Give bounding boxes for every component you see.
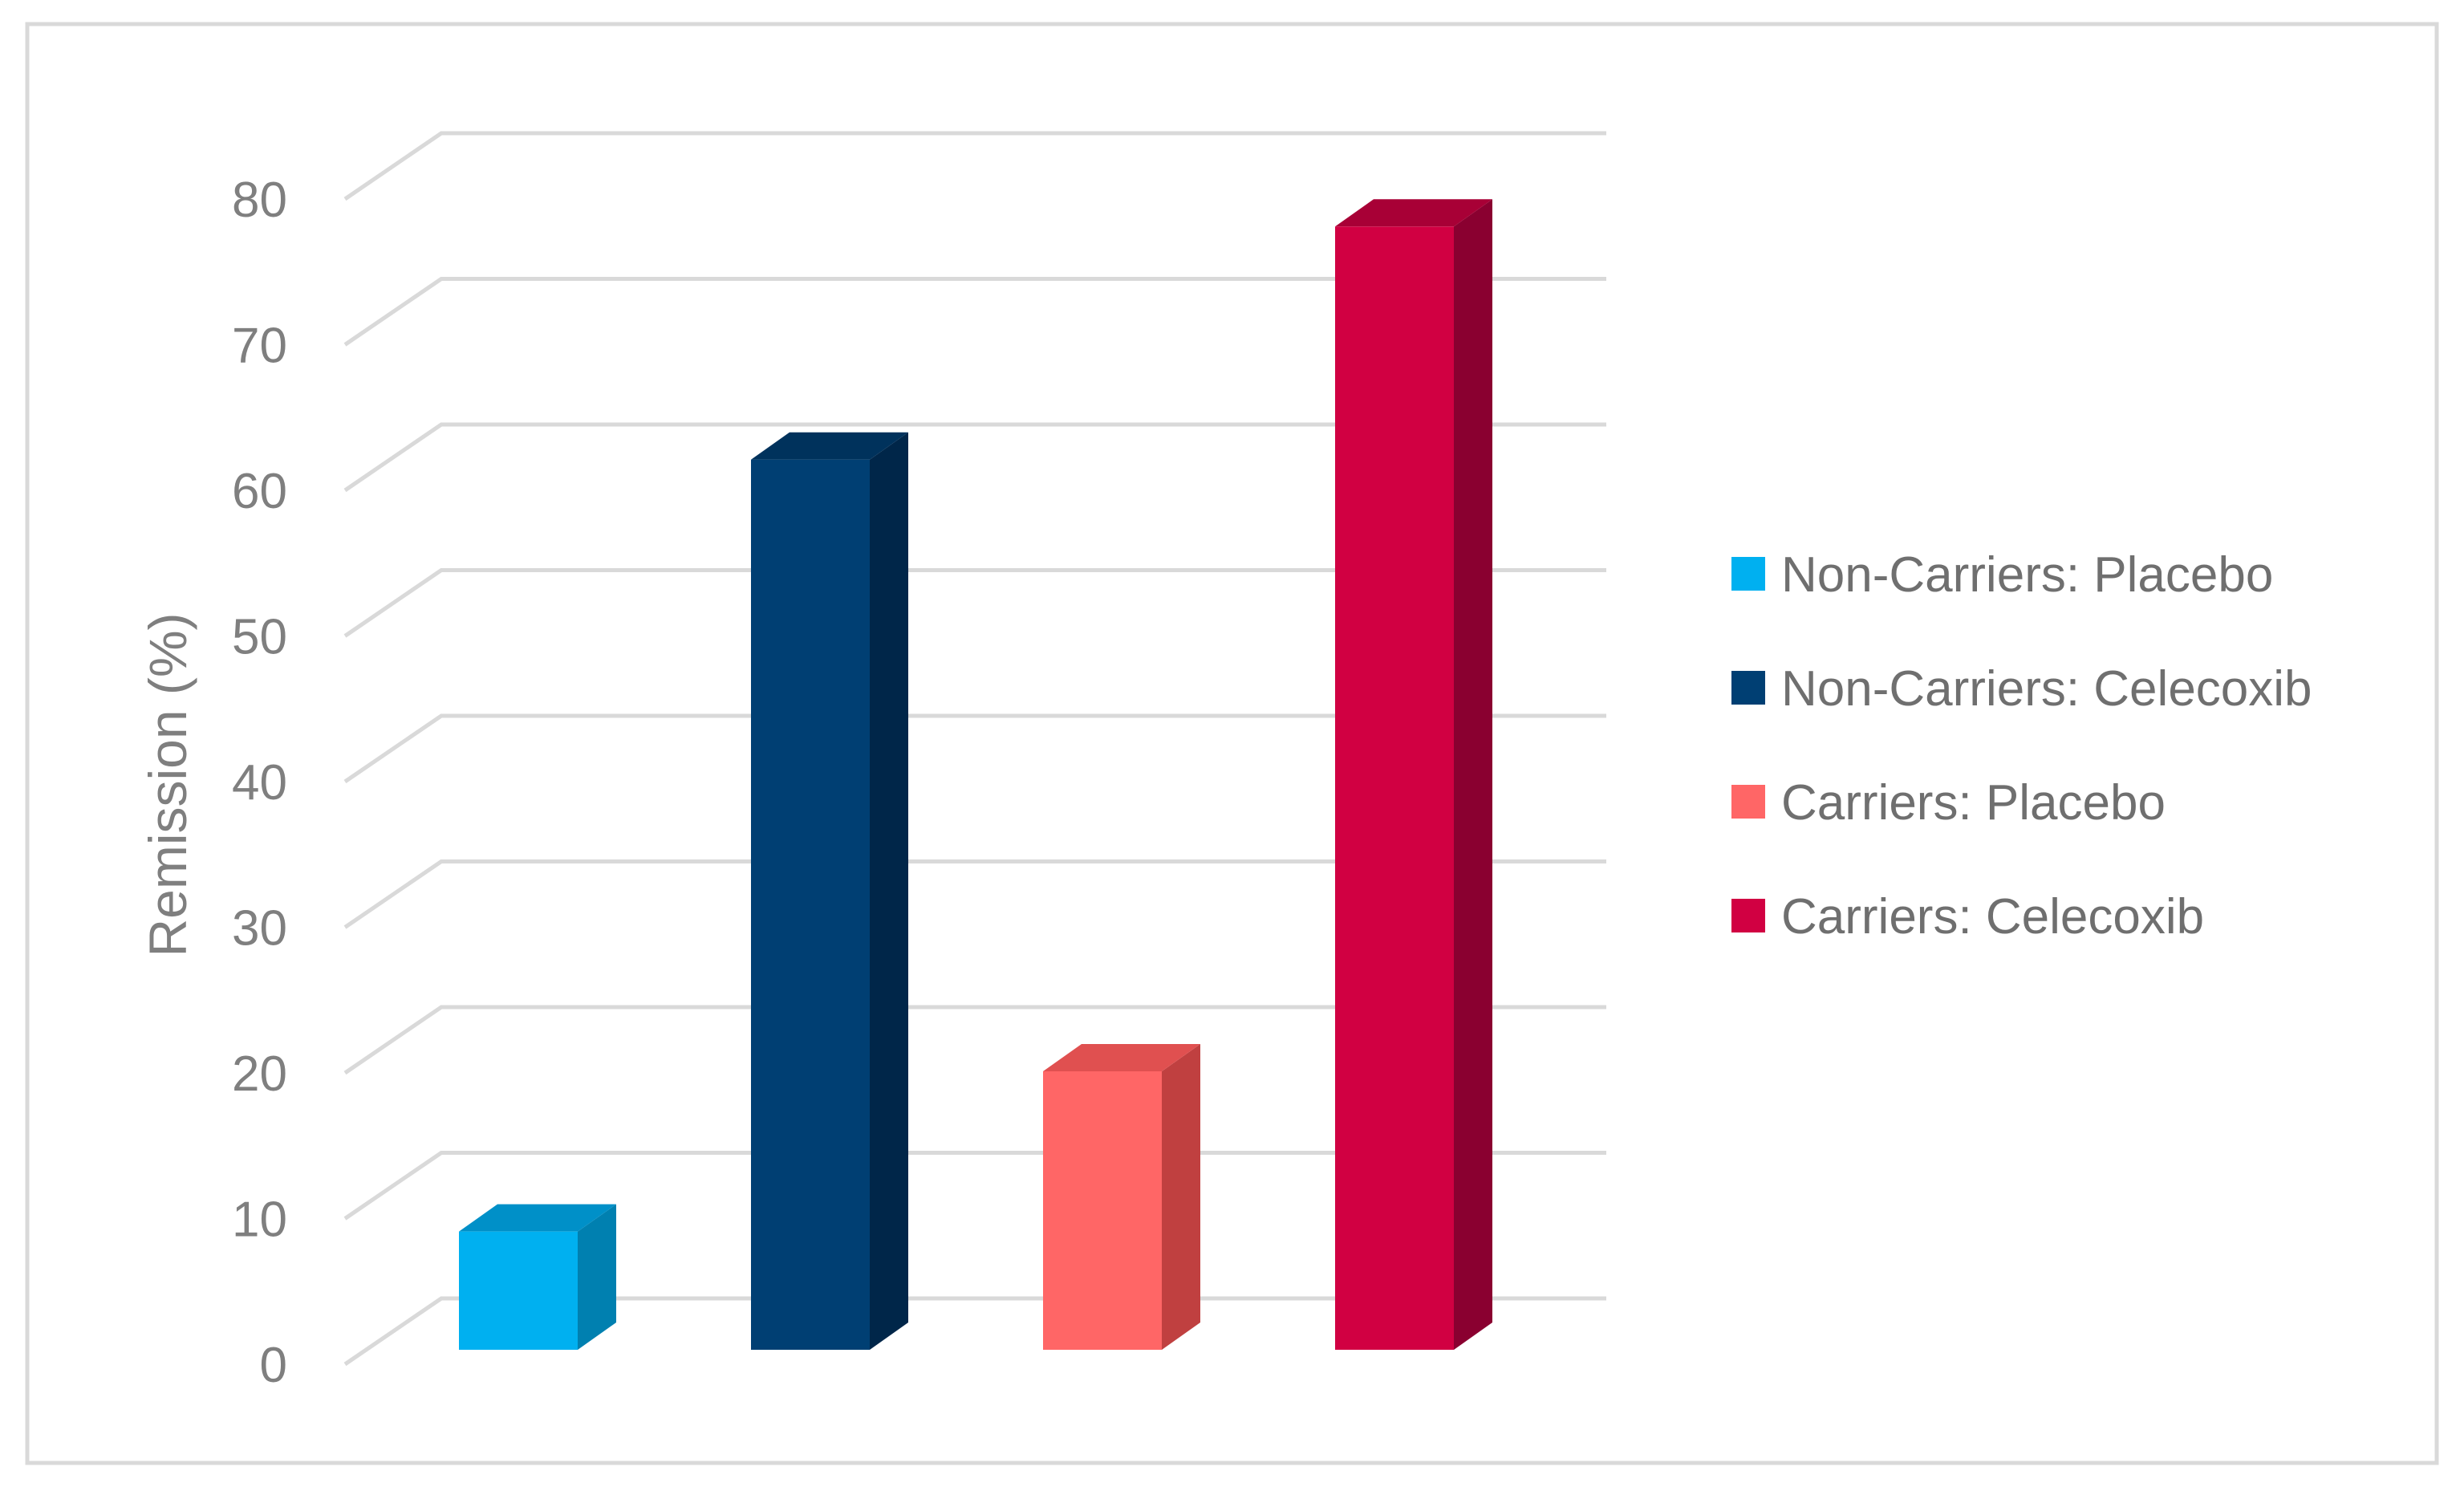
y-tick-label: 40 (232, 755, 287, 811)
bar-side (1454, 199, 1492, 1350)
bar-top (1335, 199, 1492, 227)
bar-front (1335, 226, 1454, 1350)
legend-label: Non-Carriers: Celecoxib (1781, 661, 2312, 717)
bar-front (459, 1231, 578, 1350)
y-tick-label: 10 (232, 1192, 287, 1248)
legend-item: Carriers: Celecoxib (1731, 889, 2204, 945)
gridline-10 (343, 1151, 1606, 1221)
legend-item: Non-Carriers: Placebo (1731, 547, 2273, 603)
gridline-70 (343, 277, 1606, 347)
gridline-40 (343, 713, 1606, 784)
y-tick-label: 60 (232, 464, 287, 519)
bar-2 (751, 432, 908, 1351)
legend-swatch (1731, 671, 1765, 705)
legend-item: Carriers: Placebo (1731, 775, 2166, 831)
legend-swatch (1731, 899, 1765, 932)
legend-item: Non-Carriers: Celecoxib (1731, 661, 2312, 717)
y-axis-title: Remission (%) (138, 612, 197, 957)
y-tick-label: 0 (260, 1338, 287, 1393)
legend-label: Non-Carriers: Placebo (1781, 547, 2273, 603)
bar-4 (1335, 199, 1492, 1350)
bar-front (751, 459, 870, 1351)
bar-side (578, 1204, 616, 1350)
bar-side (870, 432, 908, 1351)
gridlines (343, 131, 1606, 1367)
bar-front (1043, 1071, 1162, 1350)
bars (459, 199, 1492, 1351)
bar-1 (459, 1204, 616, 1350)
bar-top (1043, 1044, 1200, 1071)
gridline-80 (343, 131, 1606, 201)
y-tick-label: 30 (232, 901, 287, 957)
bar-side (1162, 1044, 1200, 1350)
bar-3 (1043, 1044, 1200, 1350)
y-axis-ticks: 0 10 20 30 40 50 60 70 80 (232, 173, 287, 1393)
gridline-60 (343, 422, 1606, 493)
legend-swatch (1731, 785, 1765, 819)
y-tick-label: 70 (232, 319, 287, 374)
legend-label: Carriers: Celecoxib (1781, 889, 2204, 945)
legend-label: Carriers: Placebo (1781, 775, 2166, 831)
legend-swatch (1731, 557, 1765, 591)
y-tick-label: 50 (232, 610, 287, 665)
gridline-0 (343, 1296, 1606, 1367)
gridline-30 (343, 859, 1606, 929)
gridline-50 (343, 568, 1606, 638)
bar-top (459, 1204, 616, 1232)
bar-top (751, 432, 908, 460)
legend: Non-Carriers: Placebo Non-Carriers: Celec… (1731, 547, 2312, 945)
y-tick-label: 80 (232, 173, 287, 228)
chart-border (25, 22, 2439, 1465)
y-tick-label: 20 (232, 1046, 287, 1102)
gridline-20 (343, 1005, 1606, 1075)
